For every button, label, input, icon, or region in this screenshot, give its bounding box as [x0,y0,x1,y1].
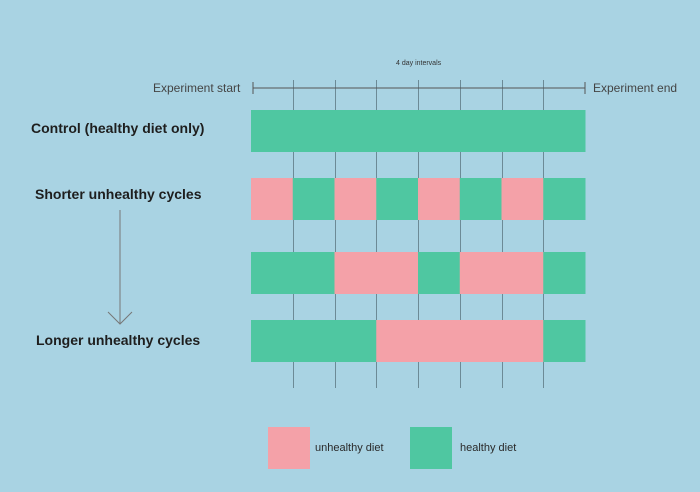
diet-segment-healthy [376,178,419,220]
diet-segment-healthy [251,320,377,362]
row-label-longer-cycles: Longer unhealthy cycles [36,332,201,348]
diet-segment-unhealthy [251,178,294,220]
progression-arrow-head [107,311,133,325]
diet-segment-healthy [418,252,461,294]
diet-bars [251,110,586,362]
legend-unhealthy-label: unhealthy diet [315,442,384,454]
interval-label: 4 day intervals [396,60,442,67]
diet-segment-healthy [251,110,586,152]
diet-segment-healthy [292,178,335,220]
experiment-end-label: Experiment end [593,81,678,95]
experiment-start-label: Experiment start [153,81,241,95]
legend-unhealthy-swatch [268,427,310,469]
diet-segment-unhealthy [334,252,419,294]
row-label-shorter-cycles: Shorter unhealthy cycles [35,186,202,202]
diet-segment-healthy [251,252,335,294]
diet-segment-unhealthy [418,178,461,220]
legend-healthy-swatch [410,427,452,469]
legend-healthy-label: healthy diet [460,442,517,454]
diet-segment-healthy [543,178,586,220]
row-label-control: Control (healthy diet only) [31,120,205,136]
diet-segment-unhealthy [501,178,544,220]
diet-segment-unhealthy [334,178,377,220]
diet-segment-unhealthy [376,320,544,362]
diet-segment-unhealthy [459,252,544,294]
diet-segment-healthy [459,178,502,220]
diet-segment-healthy [543,252,586,294]
diet-segment-healthy [543,320,586,362]
